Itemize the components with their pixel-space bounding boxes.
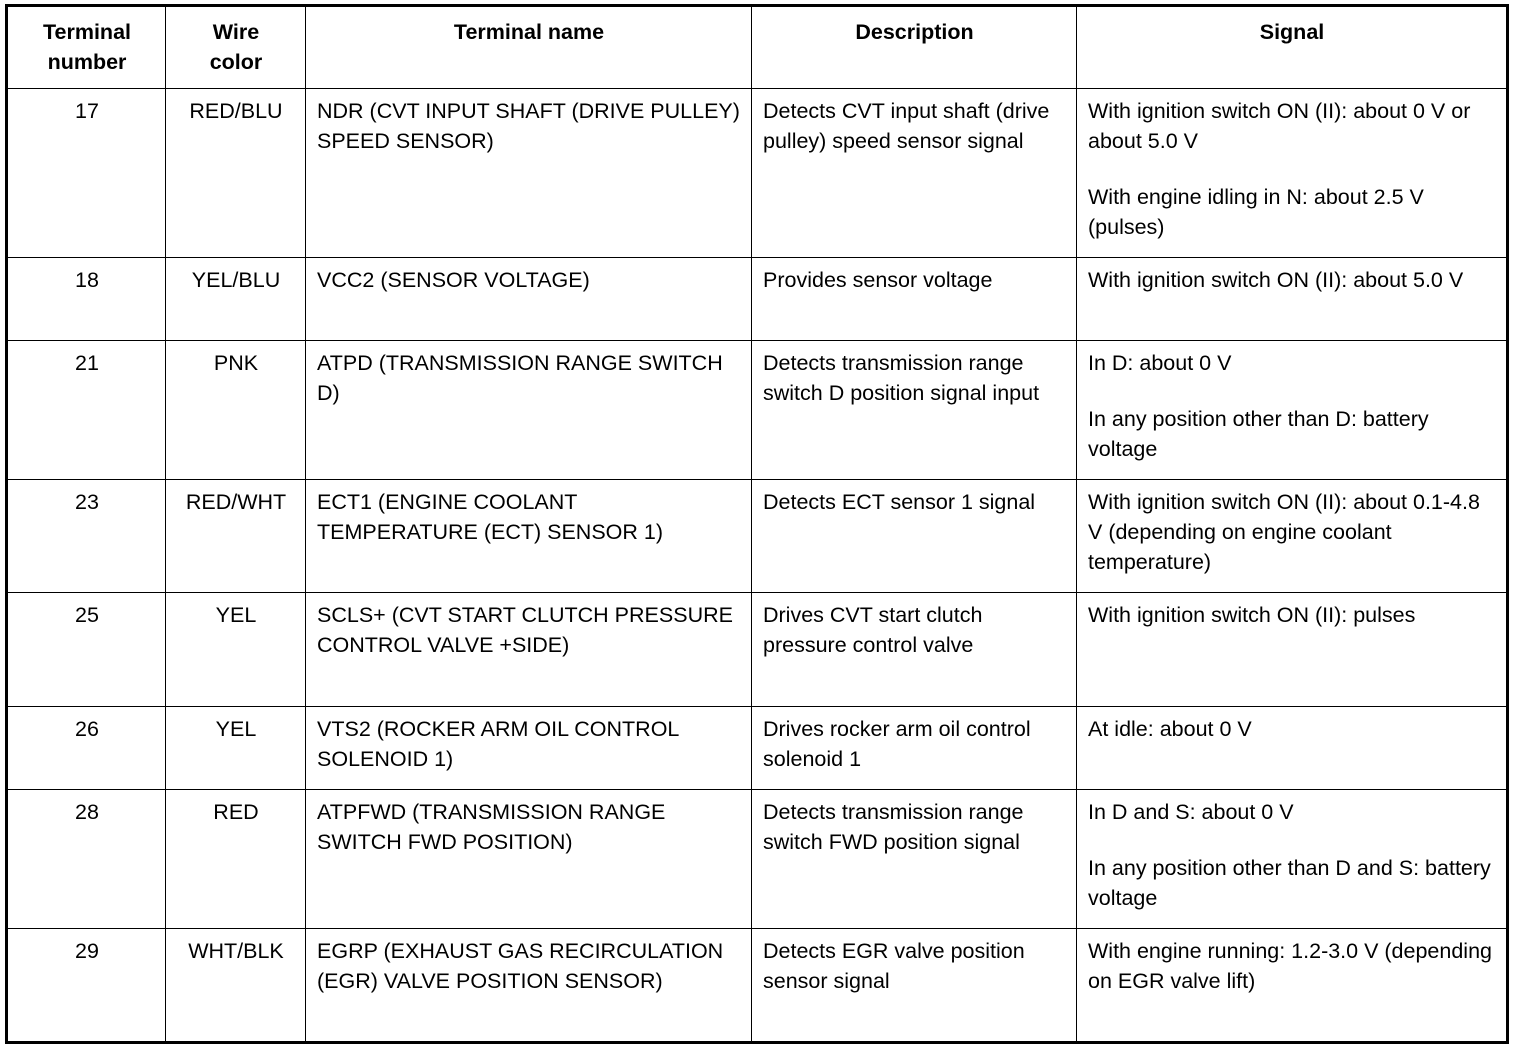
signal-paragraph: At idle: about 0 V bbox=[1088, 717, 1252, 741]
signal-paragraph: With engine idling in N: about 2.5 V (pu… bbox=[1088, 185, 1424, 239]
description-cell: Detects transmission range switch FWD po… bbox=[751, 789, 1077, 929]
wire-color-cell: RED/WHT bbox=[165, 479, 306, 593]
signal-paragraph: In D and S: about 0 V bbox=[1088, 800, 1294, 824]
terminal-name-cell: ECT1 (ENGINE COOLANT TEMPERATURE (ECT) S… bbox=[305, 479, 752, 593]
wire-color-cell: PNK bbox=[165, 340, 306, 480]
description-cell: Drives rocker arm oil control solenoid 1 bbox=[751, 706, 1077, 790]
header-wire-color: Wire color bbox=[165, 5, 306, 89]
wire-color-cell: RED/BLU bbox=[165, 88, 306, 258]
signal-paragraph: With ignition switch ON (II): pulses bbox=[1088, 603, 1416, 627]
table-row: 21 PNK ATPD (TRANSMISSION RANGE SWITCH D) D… bbox=[6, 340, 1508, 480]
description-cell: Detects transmission range switch D posi… bbox=[751, 340, 1077, 480]
signal-paragraph: In any position other than D and S: batt… bbox=[1088, 856, 1491, 910]
description-cell: Detects ECT sensor 1 signal bbox=[751, 479, 1077, 593]
wire-color-cell: YEL bbox=[165, 592, 306, 707]
signal-cell: In D: about 0 V In any position other tha… bbox=[1076, 340, 1508, 480]
signal-cell: With engine running: 1.2-3.0 V (dependin… bbox=[1076, 928, 1508, 1043]
wire-color-cell: RED bbox=[165, 789, 306, 929]
header-terminal-number: Terminal number bbox=[6, 5, 166, 89]
terminal-number-cell: 28 bbox=[6, 789, 166, 929]
terminal-name-cell: VTS2 (ROCKER ARM OIL CONTROL SOLENOID 1) bbox=[305, 706, 752, 790]
signal-paragraph: With engine running: 1.2-3.0 V (dependin… bbox=[1088, 939, 1492, 993]
terminal-number-cell: 23 bbox=[6, 479, 166, 593]
table-row: 25 YEL SCLS+ (CVT START CLUTCH PRESSURE CO… bbox=[6, 592, 1508, 707]
header-row: Terminal number Wire color Terminal name… bbox=[6, 5, 1508, 89]
signal-paragraph: With ignition switch ON (II): about 0.1-… bbox=[1088, 490, 1480, 574]
terminal-number-cell: 25 bbox=[6, 592, 166, 707]
signal-paragraph: In D: about 0 V bbox=[1088, 351, 1232, 375]
header-description: Description bbox=[751, 5, 1077, 89]
table-row: 28 RED ATPFWD (TRANSMISSION RANGE SWITCH F… bbox=[6, 789, 1508, 929]
description-cell: Provides sensor voltage bbox=[751, 257, 1077, 341]
signal-cell: With ignition switch ON (II): about 5.0 … bbox=[1076, 257, 1508, 341]
signal-cell: With ignition switch ON (II): about 0.1-… bbox=[1076, 479, 1508, 593]
signal-cell: At idle: about 0 V bbox=[1076, 706, 1508, 790]
description-cell: Drives CVT start clutch pressure control… bbox=[751, 592, 1077, 707]
terminal-number-cell: 17 bbox=[6, 88, 166, 258]
terminal-name-cell: VCC2 (SENSOR VOLTAGE) bbox=[305, 257, 752, 341]
signal-paragraph: With ignition switch ON (II): about 0 V … bbox=[1088, 99, 1471, 153]
terminal-name-cell: ATPFWD (TRANSMISSION RANGE SWITCH FWD PO… bbox=[305, 789, 752, 929]
terminal-name-cell: NDR (CVT INPUT SHAFT (DRIVE PULLEY) SPEE… bbox=[305, 88, 752, 258]
signal-cell: With ignition switch ON (II): pulses bbox=[1076, 592, 1508, 707]
terminal-number-cell: 29 bbox=[6, 928, 166, 1043]
wire-color-cell: YEL/BLU bbox=[165, 257, 306, 341]
wire-color-cell: YEL bbox=[165, 706, 306, 790]
table-row: 17 RED/BLU NDR (CVT INPUT SHAFT (DRIVE PUL… bbox=[6, 88, 1508, 258]
table-row: 23 RED/WHT ECT1 (ENGINE COOLANT TEMPERATUR… bbox=[6, 479, 1508, 593]
terminal-name-cell: ATPD (TRANSMISSION RANGE SWITCH D) bbox=[305, 340, 752, 480]
terminal-name-cell: SCLS+ (CVT START CLUTCH PRESSURE CONTROL… bbox=[305, 592, 752, 707]
description-cell: Detects EGR valve position sensor signal bbox=[751, 928, 1077, 1043]
table-row: 18 YEL/BLU VCC2 (SENSOR VOLTAGE) Provides s… bbox=[6, 257, 1508, 341]
terminal-number-cell: 21 bbox=[6, 340, 166, 480]
header-terminal-name: Terminal name bbox=[305, 5, 752, 89]
wire-color-cell: WHT/BLK bbox=[165, 928, 306, 1043]
table-row: 26 YEL VTS2 (ROCKER ARM OIL CONTROL SOLENO… bbox=[6, 706, 1508, 790]
header-signal: Signal bbox=[1076, 5, 1508, 89]
terminal-table: Terminal number Wire color Terminal name… bbox=[5, 4, 1509, 1044]
signal-cell: With ignition switch ON (II): about 0 V … bbox=[1076, 88, 1508, 258]
terminal-number-cell: 18 bbox=[6, 257, 166, 341]
table-row: 29 WHT/BLK EGRP (EXHAUST GAS RECIRCULATION… bbox=[6, 928, 1508, 1043]
signal-cell: In D and S: about 0 V In any position oth… bbox=[1076, 789, 1508, 929]
description-cell: Detects CVT input shaft (drive pulley) s… bbox=[751, 88, 1077, 258]
terminal-number-cell: 26 bbox=[6, 706, 166, 790]
terminal-name-cell: EGRP (EXHAUST GAS RECIRCULATION (EGR) VA… bbox=[305, 928, 752, 1043]
signal-paragraph: In any position other than D: battery vo… bbox=[1088, 407, 1429, 461]
signal-paragraph: With ignition switch ON (II): about 5.0 … bbox=[1088, 268, 1464, 292]
